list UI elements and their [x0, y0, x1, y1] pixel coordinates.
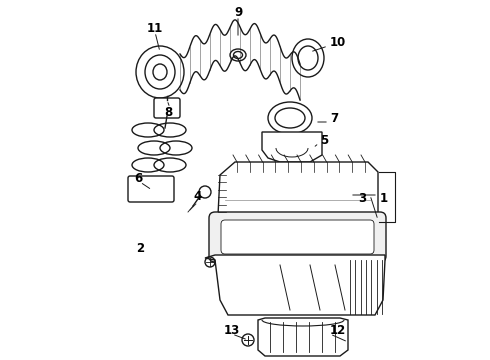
Text: 11: 11 [147, 22, 163, 35]
Text: 1: 1 [380, 192, 388, 204]
Text: 8: 8 [164, 105, 172, 118]
Polygon shape [258, 318, 348, 356]
Text: 6: 6 [134, 171, 142, 185]
Text: 13: 13 [224, 324, 240, 337]
Text: 4: 4 [194, 189, 202, 202]
FancyBboxPatch shape [154, 98, 180, 118]
FancyBboxPatch shape [209, 212, 386, 262]
Polygon shape [262, 132, 322, 162]
Polygon shape [205, 255, 385, 315]
Text: 5: 5 [320, 134, 328, 147]
Polygon shape [218, 162, 378, 215]
Text: 9: 9 [234, 5, 242, 18]
Text: 10: 10 [330, 36, 346, 49]
FancyBboxPatch shape [128, 176, 174, 202]
Text: 12: 12 [330, 324, 346, 337]
Text: 7: 7 [330, 112, 338, 125]
Text: 3: 3 [358, 192, 366, 204]
Text: 2: 2 [136, 242, 144, 255]
FancyBboxPatch shape [221, 220, 374, 254]
